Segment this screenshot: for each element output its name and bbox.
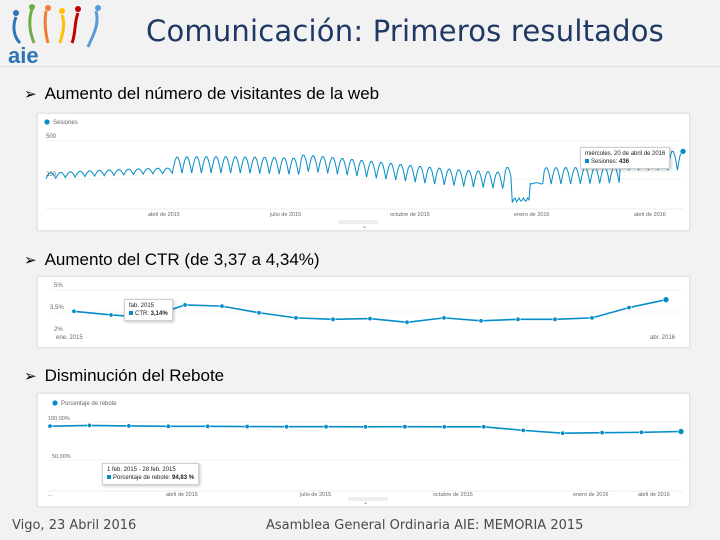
bounce-data-point[interactable] bbox=[47, 423, 53, 429]
aie-logo: aie bbox=[4, 3, 114, 68]
ctr-data-point[interactable] bbox=[441, 315, 447, 321]
ctr-data-point[interactable] bbox=[367, 316, 373, 322]
bounce-data-point[interactable] bbox=[599, 430, 605, 436]
ctr-chart-panel: 5% 3,5% 2% ene. 2015 abr. 2016 fab. 2015… bbox=[37, 276, 690, 348]
tooltip-label: CTR: bbox=[135, 311, 149, 317]
bullet-text: Aumento del CTR (de 3,37 a 4,34%) bbox=[44, 250, 320, 269]
ctr-data-point[interactable] bbox=[219, 303, 225, 309]
tooltip-date: miércoles, 20 de abril de 2016 bbox=[585, 151, 666, 157]
y-tick-label: 100,00% bbox=[48, 416, 70, 422]
x-tick-label: abril de 2015 bbox=[148, 212, 180, 218]
chart-tooltip: 1 feb. 2015 - 28 feb. 2015 Porcentaje de… bbox=[102, 463, 200, 485]
chevron-down-icon[interactable]: ⌄ bbox=[363, 500, 368, 506]
ctr-data-point[interactable] bbox=[293, 315, 299, 321]
chart-scroll-handle[interactable] bbox=[348, 497, 388, 501]
tooltip-date: 1 feb. 2015 - 28 feb. 2015 bbox=[107, 467, 176, 473]
sessions-data-point[interactable] bbox=[679, 148, 687, 155]
arrow-bullet-icon: ➢ bbox=[24, 85, 37, 103]
y-tick-label: 250 bbox=[46, 172, 57, 178]
bullet-rebote: ➢ Disminución del Rebote bbox=[24, 366, 224, 386]
bullet-text: Disminución del Rebote bbox=[44, 366, 225, 385]
tooltip-value: 94,83 % bbox=[172, 475, 195, 481]
y-tick-label: 2% bbox=[54, 327, 63, 333]
ctr-data-point[interactable] bbox=[662, 296, 670, 303]
ctr-data-point[interactable] bbox=[256, 310, 262, 316]
bullet-visitantes: ➢ Aumento del número de visitantes de la… bbox=[24, 84, 379, 104]
x-tick-label: abr. 2016 bbox=[650, 335, 676, 341]
x-tick-label: octubre de 2015 bbox=[433, 492, 473, 498]
svg-text:...: ... bbox=[48, 492, 53, 498]
x-tick-label: julio de 2015 bbox=[269, 212, 301, 218]
ctr-data-point[interactable] bbox=[515, 316, 521, 322]
sessions-chart-panel: Sesiones 500 250 abril de 2015 julio de … bbox=[37, 113, 690, 231]
y-tick-label: 5% bbox=[54, 283, 63, 289]
ctr-data-point[interactable] bbox=[404, 319, 410, 325]
tooltip-date: fab. 2015 bbox=[129, 303, 155, 309]
ctr-data-point[interactable] bbox=[71, 308, 77, 314]
legend-dot bbox=[44, 119, 50, 125]
bounce-data-point[interactable] bbox=[402, 424, 408, 430]
chart-scroll-handle[interactable] bbox=[338, 220, 378, 224]
legend-dot bbox=[52, 400, 58, 406]
series-swatch bbox=[129, 311, 133, 316]
bounce-data-point[interactable] bbox=[560, 430, 566, 436]
bounce-data-point[interactable] bbox=[323, 424, 329, 430]
x-tick-label: abril de 2016 bbox=[638, 492, 670, 498]
ctr-data-point[interactable] bbox=[182, 302, 188, 308]
bounce-data-point[interactable] bbox=[362, 424, 368, 430]
x-tick-label: ene. 2015 bbox=[56, 335, 83, 341]
bounce-data-point[interactable] bbox=[284, 424, 290, 430]
bounce-data-point[interactable] bbox=[165, 423, 171, 429]
arrow-bullet-icon: ➢ bbox=[24, 367, 37, 385]
series-swatch bbox=[107, 475, 111, 480]
arrow-bullet-icon: ➢ bbox=[24, 251, 37, 269]
tooltip-value: 3,14% bbox=[150, 311, 168, 317]
bounce-data-point[interactable] bbox=[520, 427, 526, 433]
ctr-data-point[interactable] bbox=[589, 315, 595, 321]
logo-text: aie bbox=[8, 43, 39, 67]
bounce-data-point[interactable] bbox=[126, 423, 132, 429]
x-tick-label: abril de 2015 bbox=[166, 492, 198, 498]
chart-tooltip: fab. 2015 CTR: 3,14% bbox=[124, 299, 173, 321]
tooltip-label: Porcentaje de rebote: bbox=[113, 475, 171, 481]
bounce-data-point[interactable] bbox=[481, 424, 487, 430]
bounce-chart-panel: Porcentaje de rebote 100,00% 50,00% abri… bbox=[37, 393, 690, 507]
bullet-text: Aumento del número de visitantes de la w… bbox=[44, 84, 380, 103]
bullet-ctr: ➢ Aumento del CTR (de 3,37 a 4,34%) bbox=[24, 250, 320, 270]
ctr-data-point[interactable] bbox=[478, 318, 484, 324]
chart-tooltip: miércoles, 20 de abril de 2016 Sesiones:… bbox=[580, 147, 671, 169]
y-tick-label: 500 bbox=[46, 134, 57, 140]
tooltip-label: Sesiones: bbox=[591, 159, 618, 165]
header-divider bbox=[0, 66, 720, 67]
chevron-down-icon[interactable]: ⌄ bbox=[362, 224, 367, 230]
x-tick-label: julio de 2015 bbox=[299, 492, 331, 498]
bounce-data-point[interactable] bbox=[639, 429, 645, 435]
ctr-data-point[interactable] bbox=[330, 316, 336, 322]
ctr-data-point[interactable] bbox=[108, 312, 114, 318]
legend-label: Sesiones bbox=[53, 120, 78, 126]
footer-event: Asamblea General Ordinaria AIE: MEMORIA … bbox=[266, 518, 584, 533]
y-tick-label: 50,00% bbox=[52, 454, 71, 460]
series-swatch bbox=[585, 159, 589, 164]
x-tick-label: octubre de 2015 bbox=[390, 212, 430, 218]
x-tick-label: enero de 2016 bbox=[573, 492, 608, 498]
footer-date: Vigo, 23 Abril 2016 bbox=[12, 518, 137, 533]
bounce-data-point[interactable] bbox=[205, 423, 211, 429]
bounce-data-point[interactable] bbox=[441, 424, 447, 430]
sessions-series-line bbox=[45, 150, 683, 203]
bounce-data-point[interactable] bbox=[86, 422, 92, 428]
ctr-data-point[interactable] bbox=[552, 316, 558, 322]
x-tick-label: abril de 2016 bbox=[634, 212, 666, 218]
x-tick-label: enero de 2016 bbox=[514, 212, 549, 218]
legend-label: Porcentaje de rebote bbox=[61, 401, 117, 407]
bounce-data-point[interactable] bbox=[244, 424, 250, 430]
y-tick-label: 3,5% bbox=[50, 305, 64, 311]
ctr-data-point[interactable] bbox=[626, 305, 632, 311]
slide-title: Comunicación: Primeros resultados bbox=[146, 14, 664, 48]
bounce-data-point[interactable] bbox=[677, 428, 685, 435]
tooltip-value: 436 bbox=[619, 159, 630, 165]
